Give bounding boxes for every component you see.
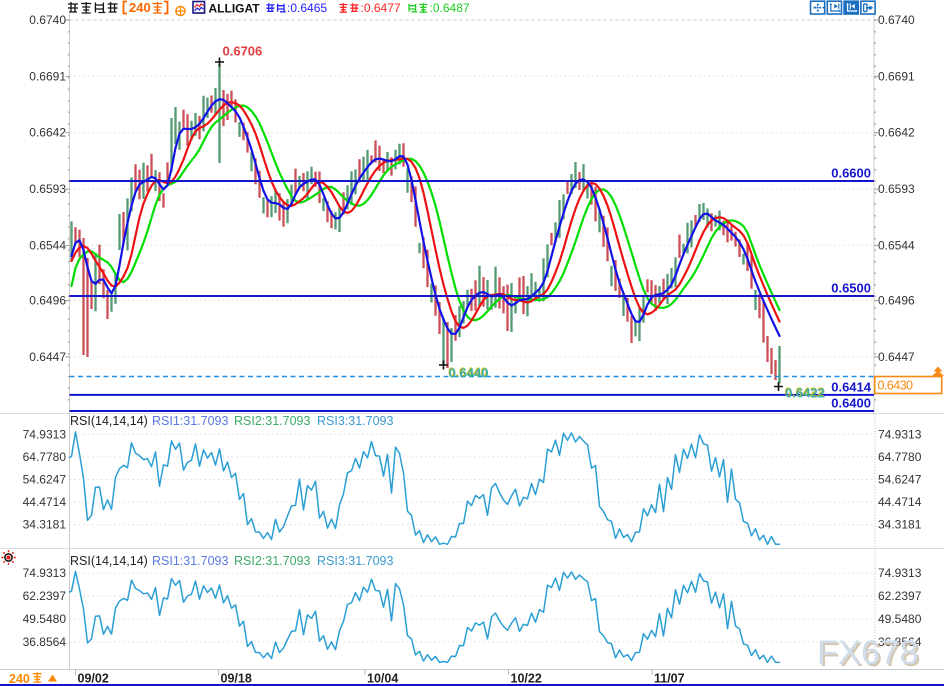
- svg-text:0.6500: 0.6500: [831, 281, 871, 296]
- svg-text:0.6593: 0.6593: [878, 182, 915, 196]
- svg-text:11/07: 11/07: [654, 672, 685, 686]
- svg-text:36.8564: 36.8564: [878, 635, 922, 649]
- svg-text:09/18: 09/18: [221, 672, 252, 686]
- svg-text::0.6465: :0.6465: [287, 1, 327, 15]
- svg-text:0.6740: 0.6740: [29, 13, 66, 27]
- svg-text:0.6642: 0.6642: [29, 126, 66, 140]
- svg-text:49.5480: 49.5480: [23, 612, 67, 626]
- svg-text:49.5480: 49.5480: [878, 612, 922, 626]
- svg-text:FX678: FX678: [819, 636, 921, 674]
- svg-text:0.6691: 0.6691: [29, 69, 66, 83]
- svg-text:0.6447: 0.6447: [29, 350, 66, 364]
- svg-text:34.3181: 34.3181: [23, 518, 67, 532]
- svg-text:FX678: FX678: [817, 634, 919, 672]
- svg-text:0.6740: 0.6740: [878, 13, 915, 27]
- svg-text:0.6440: 0.6440: [448, 365, 488, 380]
- svg-text:0.6422: 0.6422: [785, 385, 825, 400]
- svg-text:240: 240: [129, 0, 151, 15]
- svg-text:54.6247: 54.6247: [878, 473, 922, 487]
- svg-text:RSI2:31.7093: RSI2:31.7093: [234, 554, 310, 568]
- svg-text:74.9313: 74.9313: [878, 427, 922, 441]
- svg-text:0.6430: 0.6430: [878, 379, 914, 393]
- svg-text:0.6691: 0.6691: [878, 69, 915, 83]
- svg-text:64.7780: 64.7780: [878, 450, 922, 464]
- svg-text:0.6496: 0.6496: [878, 294, 915, 308]
- svg-text:0.6706: 0.6706: [223, 44, 263, 59]
- svg-text:10/04: 10/04: [367, 672, 398, 686]
- svg-text:74.9313: 74.9313: [23, 427, 67, 441]
- svg-text:ALLIGAT: ALLIGAT: [209, 2, 261, 16]
- svg-text:0.6496: 0.6496: [29, 294, 66, 308]
- svg-text:54.6247: 54.6247: [23, 473, 67, 487]
- svg-text:62.2397: 62.2397: [878, 589, 922, 603]
- svg-text:RSI2:31.7093: RSI2:31.7093: [234, 414, 310, 428]
- svg-text:0.6414: 0.6414: [831, 379, 872, 394]
- svg-text:0.6447: 0.6447: [878, 350, 915, 364]
- svg-text:0.6544: 0.6544: [878, 238, 915, 252]
- svg-text:RSI(14,14,14): RSI(14,14,14): [70, 554, 148, 568]
- svg-text:RSI3:31.7093: RSI3:31.7093: [317, 414, 393, 428]
- svg-text:74.9313: 74.9313: [878, 566, 922, 580]
- svg-text:0.6440: 0.6440: [449, 365, 489, 380]
- svg-text:240: 240: [9, 672, 30, 686]
- svg-text:0.6642: 0.6642: [878, 126, 915, 140]
- svg-text:44.4714: 44.4714: [23, 495, 67, 509]
- svg-text:0.6544: 0.6544: [29, 238, 66, 252]
- svg-text:RSI1:31.7093: RSI1:31.7093: [152, 414, 228, 428]
- svg-text:0.6422: 0.6422: [785, 385, 825, 400]
- svg-text:10/22: 10/22: [511, 672, 542, 686]
- svg-text:RSI3:31.7093: RSI3:31.7093: [317, 554, 393, 568]
- svg-text:0.6600: 0.6600: [831, 166, 871, 181]
- svg-text::0.6477: :0.6477: [361, 1, 401, 15]
- svg-text:0.6400: 0.6400: [831, 396, 871, 411]
- svg-text:RSI1:31.7093: RSI1:31.7093: [152, 554, 228, 568]
- svg-text:34.3181: 34.3181: [878, 518, 922, 532]
- svg-text:64.7780: 64.7780: [23, 450, 67, 464]
- svg-text:RSI(14,14,14): RSI(14,14,14): [70, 414, 148, 428]
- svg-text:09/02: 09/02: [78, 672, 109, 686]
- svg-text:0.6593: 0.6593: [29, 182, 66, 196]
- svg-text::0.6487: :0.6487: [430, 1, 470, 15]
- svg-text:44.4714: 44.4714: [878, 495, 922, 509]
- svg-text:36.8564: 36.8564: [23, 635, 67, 649]
- svg-text:62.2397: 62.2397: [23, 589, 67, 603]
- svg-text:74.9313: 74.9313: [23, 566, 67, 580]
